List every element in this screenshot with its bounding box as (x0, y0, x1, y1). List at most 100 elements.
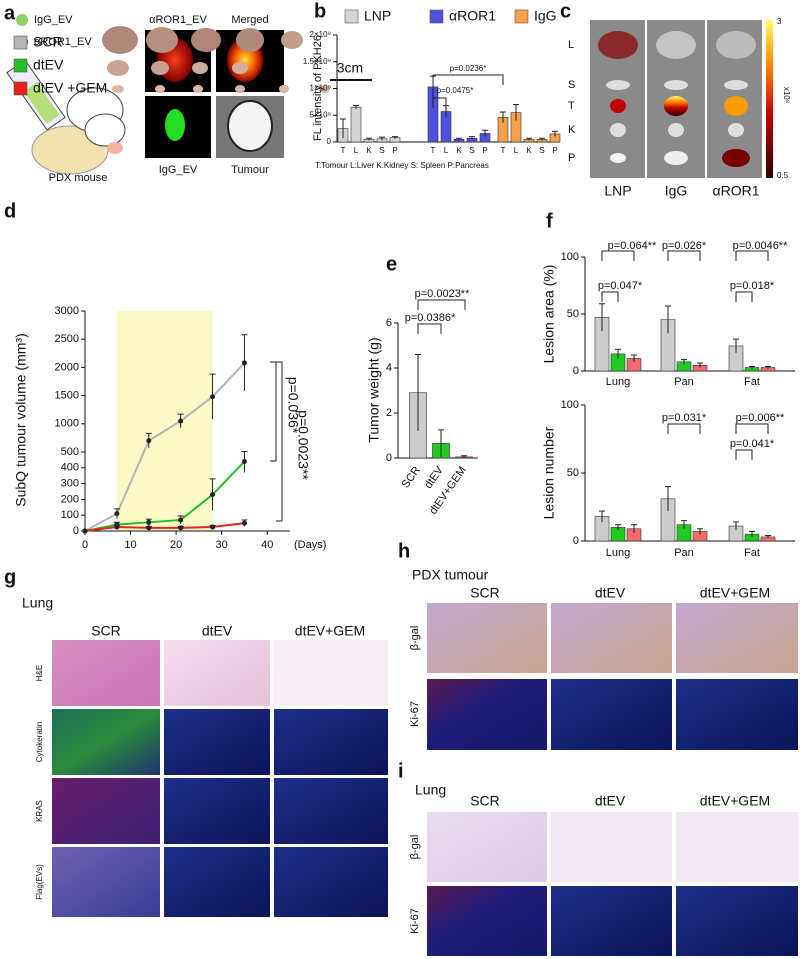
annotation: p=0.0023** (415, 288, 470, 300)
column-label: dtEV+GEM (700, 793, 770, 809)
panel-letter: g (4, 566, 16, 588)
x-tick-label: L (514, 146, 519, 155)
marker (146, 438, 152, 444)
legend-label: dtEV (33, 57, 64, 73)
y-tick-label: 0 (573, 365, 579, 377)
legend-label: IgG_EV (34, 14, 73, 26)
panel-letter: e (386, 253, 397, 275)
annotation: p=0.0475* (437, 86, 474, 95)
bracket (417, 323, 442, 334)
column-label: IgG (665, 183, 688, 199)
row-label: KRAS (35, 800, 44, 822)
row-label: Flag(EVs) (35, 864, 44, 900)
marker (241, 520, 247, 526)
x-tick-label: K (456, 146, 462, 155)
micrographs (52, 640, 388, 917)
panel-letter: h (398, 540, 410, 562)
y-tick-label: 5×10⁸ (310, 110, 331, 119)
row-label: L (568, 39, 574, 51)
y-tick-label: 1×10⁹ (310, 84, 331, 93)
highlight-region (116, 311, 213, 531)
y-tick-label: 2 (386, 407, 392, 419)
bracket (735, 449, 753, 460)
x-tick-label: K (366, 146, 372, 155)
y-tick-label: 2000 (55, 361, 79, 373)
y-tick-label: 2500 (55, 333, 79, 345)
legend-label: IgG (534, 8, 557, 24)
marker (210, 524, 216, 530)
x-tick-label: S (379, 146, 384, 155)
y-tick-label: 500 (61, 446, 79, 458)
row-label: Ki-67 (409, 701, 421, 727)
y-axis-label: SubQ tumour volume (mm³) (13, 333, 29, 506)
bracket (667, 250, 701, 261)
row-label: β-gal (409, 835, 421, 860)
panel-title: Lung (22, 595, 53, 611)
bracket (276, 361, 283, 522)
y-tick-label: 0 (327, 137, 332, 146)
x-tick-label: Lung (606, 547, 630, 559)
bracket (270, 361, 277, 462)
x-tick-label: K (526, 146, 532, 155)
legend-swatch (429, 9, 444, 24)
image-label: αROR1_EV (149, 14, 207, 26)
x-tick-label: P (552, 146, 557, 155)
legend-dot (16, 14, 28, 26)
row-label: P (568, 152, 575, 164)
y-tick-label: 100 (61, 509, 79, 521)
x-tick-label: Fat (744, 547, 760, 559)
scale-bar-label: 3cm (337, 60, 363, 76)
x-tick-label: Pan (674, 547, 694, 559)
panel-title: PDX tumour (412, 567, 489, 583)
marker (178, 517, 184, 523)
column-label: LNP (604, 183, 631, 199)
annotation: p=0.0236* (450, 64, 487, 73)
bracket (417, 299, 466, 310)
micrographs (427, 603, 798, 750)
y-tick-label: 6 (386, 317, 392, 329)
y-tick-label: 1.5×10⁹ (303, 57, 331, 66)
x-tick-label: T (431, 146, 436, 155)
y-axis-label: Lesion number (541, 426, 557, 519)
x-tick-label: T (341, 146, 346, 155)
micrographs (427, 812, 798, 956)
panel-letter: c (560, 0, 571, 22)
x-tick-label: S (469, 146, 474, 155)
bracket (735, 423, 769, 434)
x-tick-label: SCR (400, 464, 423, 490)
marker (178, 525, 184, 531)
marker (146, 525, 152, 531)
y-tick-label: 400 (61, 462, 79, 474)
panel-letter: f (546, 210, 553, 232)
marker (210, 394, 216, 400)
organs (598, 31, 756, 167)
column-label: SCR (470, 585, 500, 601)
annotation: p=0.026* (662, 240, 707, 252)
x-tick-label: 30 (216, 539, 228, 551)
y-tick-label: 50 (567, 308, 579, 320)
signal (165, 109, 185, 141)
row-label: β-gal (409, 626, 421, 651)
legend-label: αROR1_EV (34, 36, 92, 48)
y-tick-label: 2×10⁹ (310, 30, 331, 39)
y-axis-label: Lesion area (%) (541, 265, 557, 364)
marker (241, 458, 247, 464)
marker (241, 360, 247, 366)
legend-swatch (514, 9, 529, 24)
y-tick-label: 3000 (55, 305, 79, 317)
tumour-photos (102, 26, 330, 93)
x-tick-label: Pan (674, 376, 694, 388)
row-label: Ki-67 (409, 908, 421, 934)
y-tick-label: 50 (567, 467, 579, 479)
y-tick-label: 100 (561, 399, 579, 411)
annotation: p=0.006** (736, 412, 785, 424)
y-tick-label: 4 (386, 362, 392, 374)
y-tick-label: 300 (61, 478, 79, 490)
mouse-label: PDX mouse (49, 172, 108, 184)
line (84, 460, 246, 532)
x-tick-label: 10 (124, 539, 136, 551)
x-tick-label: L (354, 146, 359, 155)
y-axis-label: FL intensity of PKH26 (312, 35, 324, 141)
x-tick-label: P (392, 146, 397, 155)
